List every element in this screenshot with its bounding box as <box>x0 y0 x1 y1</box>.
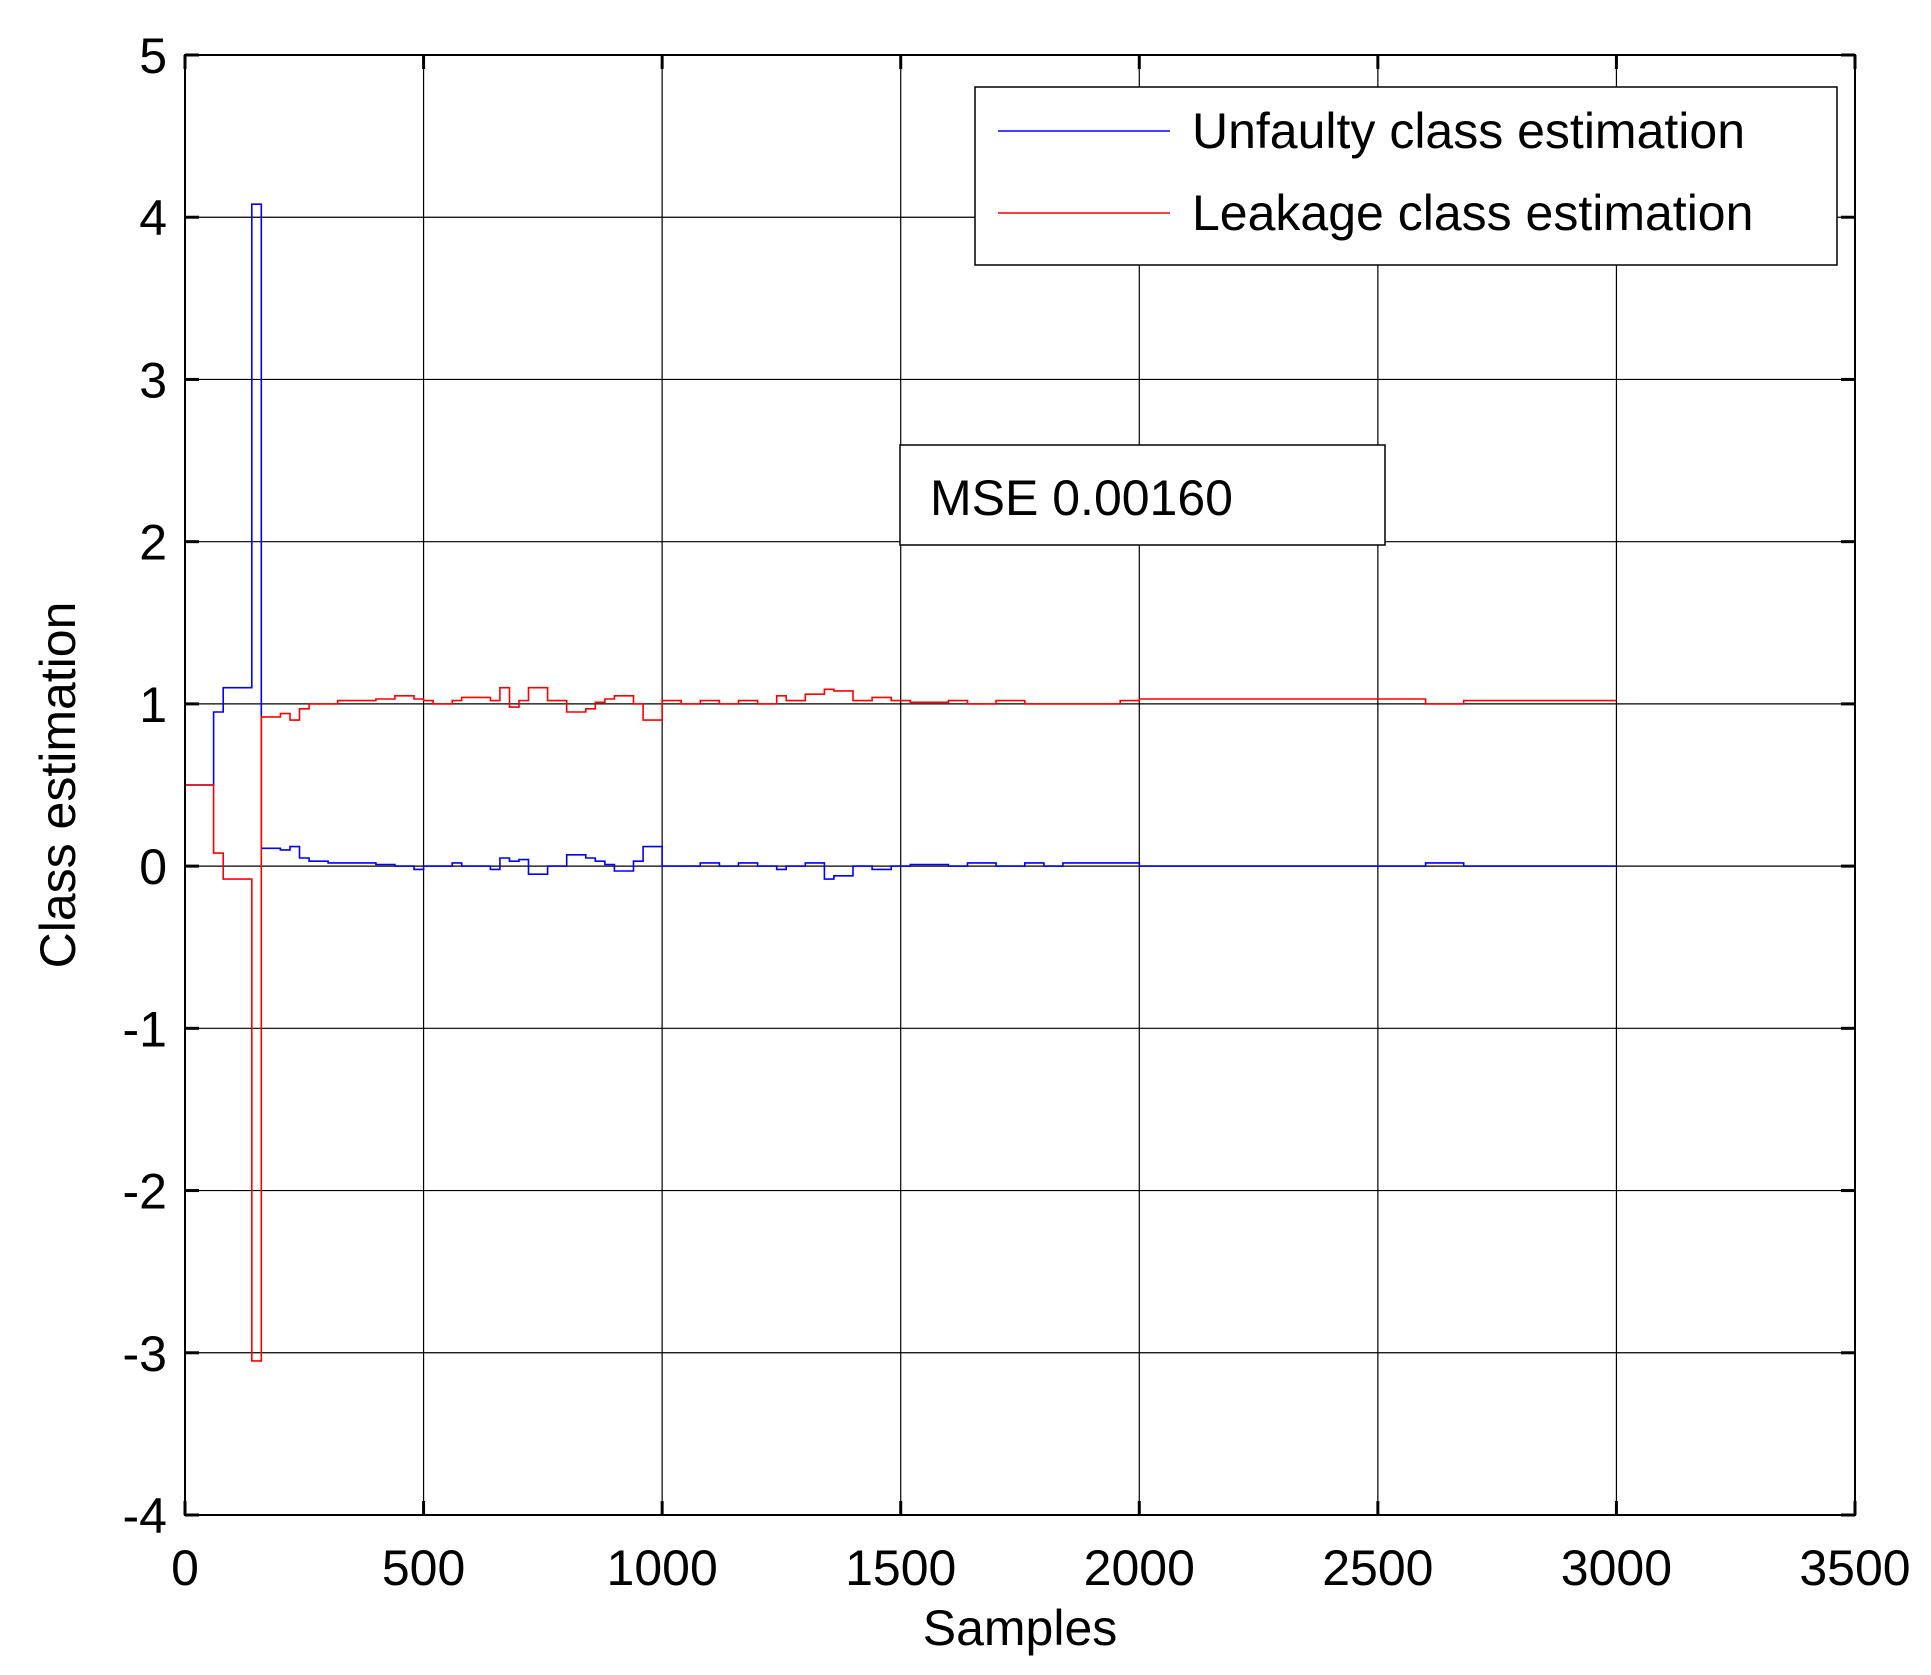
y-tick-label: -4 <box>123 1488 167 1544</box>
y-tick-label: -3 <box>123 1326 167 1382</box>
annotation-box <box>899 444 1386 546</box>
plot-frame <box>184 54 1856 1516</box>
y-tick-label: 4 <box>139 190 167 246</box>
ticks <box>183 53 1857 1517</box>
y-tick-label: 3 <box>139 352 167 408</box>
series-line-leakage <box>185 686 1617 1362</box>
x-axis-label: Samples <box>923 1600 1118 1656</box>
series-layer <box>185 203 1617 1362</box>
mse-annotation: MSE 0.00160 <box>899 444 1386 546</box>
series-line-unfaulty <box>185 203 1617 880</box>
y-tick-label: 5 <box>139 28 167 84</box>
x-tick-label: 2500 <box>1322 1540 1433 1596</box>
x-tick-label: 0 <box>171 1540 199 1596</box>
plot-area <box>185 55 1855 1515</box>
y-tick-label: -2 <box>123 1164 167 1220</box>
annotation-text: MSE 0.00160 <box>930 470 1233 526</box>
legend-box <box>974 86 1838 266</box>
x-tick-label: 3000 <box>1561 1540 1672 1596</box>
y-tick-label: 0 <box>139 839 167 895</box>
y-tick-label: -1 <box>123 1001 167 1057</box>
x-tick-label: 1000 <box>607 1540 718 1596</box>
legend: Unfaulty class estimation Leakage class … <box>974 86 1838 266</box>
x-tick-label: 500 <box>382 1540 465 1596</box>
y-tick-label: 2 <box>139 515 167 571</box>
tick-labels: 0 500 1000 1500 2000 2500 3000 3500 -4 -3 -2 -1 0 1 2 3… <box>123 28 1911 1596</box>
x-tick-label: 1500 <box>845 1540 956 1596</box>
y-tick-label: 1 <box>139 677 167 733</box>
x-tick-label: 3500 <box>1799 1540 1910 1596</box>
y-axis-label: Class estimation <box>30 602 86 969</box>
legend-label-leakage: Leakage class estimation <box>1192 185 1753 241</box>
x-tick-label: 2000 <box>1084 1540 1195 1596</box>
legend-label-unfaulty: Unfaulty class estimation <box>1192 103 1745 159</box>
